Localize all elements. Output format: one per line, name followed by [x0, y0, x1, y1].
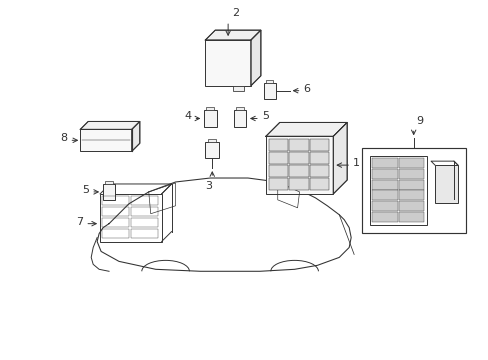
- Bar: [398, 201, 424, 211]
- Bar: [289, 139, 308, 151]
- Bar: [265, 80, 273, 83]
- Bar: [371, 212, 397, 222]
- Bar: [398, 190, 424, 201]
- Bar: [371, 190, 397, 201]
- Bar: [102, 229, 129, 238]
- Text: 8: 8: [60, 133, 67, 143]
- Bar: [131, 218, 158, 227]
- Bar: [371, 180, 397, 190]
- Bar: [131, 207, 158, 216]
- Bar: [309, 152, 328, 164]
- Bar: [205, 142, 219, 158]
- Bar: [361, 148, 466, 233]
- Bar: [233, 110, 246, 127]
- Bar: [268, 152, 288, 164]
- Polygon shape: [80, 121, 140, 129]
- Bar: [398, 169, 424, 179]
- Text: 5: 5: [82, 185, 89, 195]
- Bar: [398, 212, 424, 222]
- Polygon shape: [265, 122, 346, 136]
- Bar: [131, 229, 158, 238]
- Bar: [265, 136, 333, 194]
- Bar: [371, 169, 397, 179]
- Bar: [102, 207, 129, 216]
- Text: 1: 1: [352, 158, 360, 168]
- Bar: [203, 110, 216, 127]
- Bar: [232, 86, 244, 91]
- Text: 3: 3: [204, 181, 211, 191]
- Bar: [236, 107, 244, 110]
- Polygon shape: [333, 122, 346, 194]
- Text: 2: 2: [232, 8, 239, 18]
- Bar: [369, 156, 427, 225]
- Polygon shape: [250, 30, 260, 86]
- Bar: [205, 40, 250, 86]
- Bar: [268, 165, 288, 177]
- Bar: [102, 196, 129, 205]
- Bar: [264, 83, 275, 99]
- Text: 9: 9: [416, 116, 423, 126]
- Bar: [102, 218, 129, 227]
- Bar: [206, 107, 214, 110]
- Text: 5: 5: [262, 112, 268, 121]
- Bar: [289, 178, 308, 190]
- Bar: [309, 139, 328, 151]
- Bar: [289, 152, 308, 164]
- Bar: [100, 194, 162, 242]
- Bar: [371, 158, 397, 168]
- Polygon shape: [132, 121, 140, 151]
- Bar: [434, 165, 457, 203]
- Bar: [208, 139, 216, 142]
- Bar: [80, 129, 132, 151]
- Text: 4: 4: [184, 112, 191, 121]
- Text: 6: 6: [303, 84, 310, 94]
- Bar: [309, 178, 328, 190]
- Bar: [268, 139, 288, 151]
- Bar: [289, 165, 308, 177]
- Bar: [398, 158, 424, 168]
- Bar: [371, 201, 397, 211]
- Polygon shape: [205, 30, 260, 40]
- Bar: [398, 180, 424, 190]
- Text: 7: 7: [76, 217, 83, 227]
- Bar: [105, 181, 112, 184]
- Bar: [103, 184, 115, 200]
- Bar: [309, 165, 328, 177]
- Bar: [131, 196, 158, 205]
- Bar: [268, 178, 288, 190]
